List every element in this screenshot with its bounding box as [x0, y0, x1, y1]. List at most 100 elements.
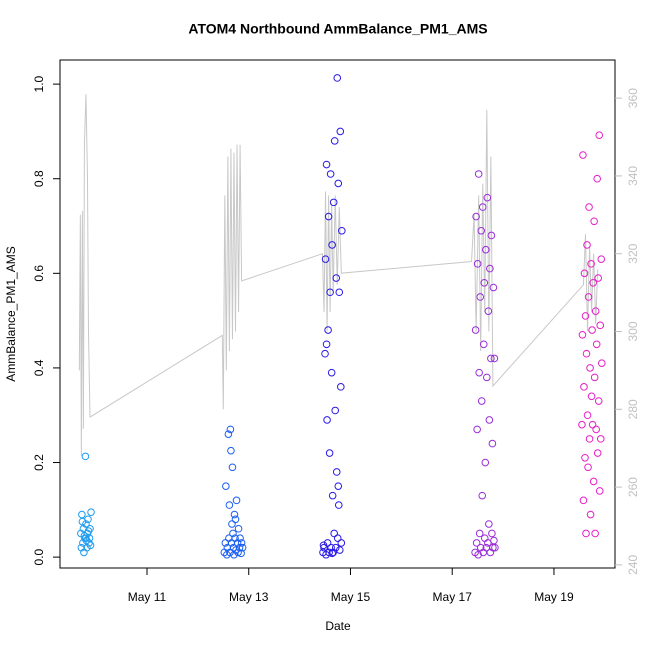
data-point	[222, 482, 230, 490]
line-series	[78, 94, 599, 456]
data-point	[481, 245, 490, 254]
data-point	[595, 487, 604, 495]
data-point	[487, 231, 496, 240]
data-point	[490, 536, 498, 545]
data-point	[491, 543, 499, 552]
data-point	[231, 534, 239, 543]
data-point	[586, 510, 595, 519]
data-point	[338, 226, 346, 235]
data-point	[479, 340, 488, 349]
data-point	[472, 212, 480, 221]
y-axis-label: AmmBalance_PM1_AMS	[4, 246, 18, 381]
data-point	[473, 425, 481, 434]
data-point	[580, 383, 588, 391]
data-point	[596, 435, 605, 443]
plot-frame	[59, 59, 616, 569]
y-tick-label: 0.8	[32, 170, 46, 187]
data-point	[594, 274, 603, 282]
data-point	[228, 463, 237, 472]
data-point	[334, 501, 343, 509]
x-tick-label: May 13	[229, 590, 269, 604]
data-point	[592, 425, 600, 434]
data-point	[595, 131, 604, 140]
data-point	[486, 264, 494, 273]
data-point	[480, 278, 489, 287]
data-point	[581, 453, 589, 462]
data-point	[324, 212, 333, 221]
data-point	[580, 269, 589, 278]
data-point	[87, 508, 95, 516]
data-point	[483, 193, 492, 202]
y2-tick-label: 360	[626, 88, 640, 108]
data-point	[485, 520, 493, 528]
data-point	[584, 463, 592, 472]
data-point	[333, 534, 342, 543]
data-point	[328, 241, 336, 249]
y2-tick-label: 260	[626, 477, 640, 497]
data-point	[478, 203, 487, 211]
data-point	[578, 420, 586, 429]
data-point	[481, 458, 490, 467]
data-point	[584, 293, 593, 301]
data-point	[232, 496, 241, 505]
data-point	[476, 543, 485, 552]
data-point	[331, 543, 340, 552]
data-point	[321, 255, 330, 263]
data-point	[233, 539, 242, 547]
data-point	[323, 416, 331, 424]
data-point	[336, 127, 345, 136]
data-point	[489, 543, 497, 552]
y2-tick-label: 300	[626, 321, 640, 341]
data-point	[585, 435, 594, 443]
data-point	[589, 278, 597, 287]
data-point	[326, 288, 334, 297]
data-point	[594, 397, 603, 405]
data-point	[334, 179, 343, 188]
data-point	[583, 241, 591, 249]
data-point	[236, 534, 244, 543]
data-point	[337, 539, 346, 547]
y2-tick-label: 340	[626, 166, 640, 186]
data-point	[82, 534, 90, 543]
data-point	[474, 170, 483, 178]
y-tick-label: 0.4	[32, 359, 46, 376]
data-point	[591, 529, 599, 538]
data-point	[582, 529, 590, 538]
y2-tick-label: 320	[626, 243, 640, 263]
data-point	[324, 326, 332, 334]
data-point	[579, 496, 588, 505]
data-point	[593, 449, 602, 457]
y-tick-label: 0.2	[32, 454, 46, 471]
data-point	[585, 203, 593, 211]
data-point	[591, 307, 600, 315]
data-point	[587, 392, 596, 401]
data-point	[483, 373, 491, 382]
y-tick-label: 0.6	[32, 265, 46, 282]
data-point	[587, 260, 595, 268]
data-point	[225, 501, 234, 509]
data-point	[323, 539, 332, 547]
data-point	[330, 137, 339, 145]
data-point	[590, 373, 599, 382]
y2-tick-label: 240	[626, 555, 640, 575]
data-point	[224, 430, 233, 438]
data-point	[77, 543, 86, 552]
x-axis-label: Date	[325, 619, 351, 633]
y-tick-label: 0.0	[32, 548, 46, 565]
data-point	[488, 439, 497, 448]
data-point	[582, 349, 591, 358]
data-point	[333, 74, 342, 82]
y-tick-label: 1.0	[32, 75, 46, 92]
data-point	[325, 548, 333, 557]
data-point	[586, 364, 594, 372]
data-point	[489, 283, 498, 292]
data-point	[332, 274, 341, 282]
data-point	[330, 529, 338, 538]
data-point	[596, 321, 605, 330]
data-point	[331, 406, 340, 415]
data-point	[578, 331, 587, 339]
data-point	[473, 260, 482, 268]
data-point	[590, 217, 598, 226]
x-tick-label: May 11	[128, 590, 167, 604]
